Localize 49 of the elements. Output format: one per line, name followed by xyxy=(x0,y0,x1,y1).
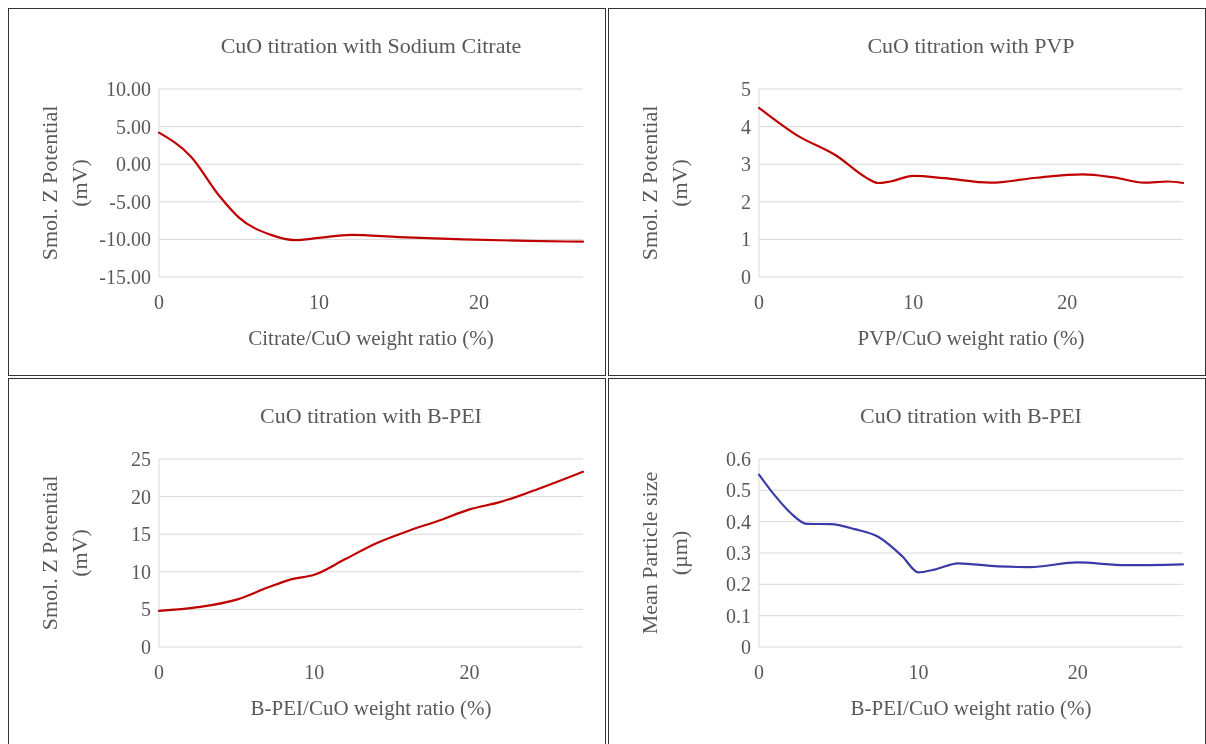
y-tick-label: 0.1 xyxy=(726,604,751,627)
chart-title: CuO titration with B-PEI xyxy=(860,403,1082,428)
y-tick-label: 0.2 xyxy=(726,573,751,596)
y-tick-label: -10.00 xyxy=(99,228,151,251)
y-tick-label: 0 xyxy=(741,266,751,288)
y-tick-label: 0.00 xyxy=(116,153,151,176)
y-axis-title: Smol. Z Potential (mV) xyxy=(37,475,92,631)
chart-title: CuO titration with Sodium Citrate xyxy=(220,33,522,58)
line-series xyxy=(757,473,1185,574)
y-tick-label: 5.00 xyxy=(116,115,151,138)
line-series xyxy=(157,470,585,612)
y-tick-label: 15 xyxy=(131,523,151,546)
x-tick-label: 20 xyxy=(459,661,480,683)
y-tick-label: 1 xyxy=(741,228,751,251)
x-tick-label: 10 xyxy=(304,661,325,683)
y-axis-title: Smol. Z Potential (mV) xyxy=(37,105,92,261)
y-tick-label: 5 xyxy=(141,598,151,621)
x-tick-label: 20 xyxy=(469,291,489,313)
y-tick-label: 10.00 xyxy=(106,78,151,100)
x-axis-title: B-PEI/CuO weight ratio (%) xyxy=(850,696,1092,720)
x-tick-label: 10 xyxy=(903,291,924,313)
x-tick-label: 10 xyxy=(309,291,329,313)
x-tick-label: 10 xyxy=(908,661,929,683)
y-tick-label: 0 xyxy=(141,636,151,658)
y-tick-label: 20 xyxy=(131,485,151,508)
y-tick-label: 0.6 xyxy=(726,448,751,470)
line-series xyxy=(757,106,1185,185)
y-tick-label: -15.00 xyxy=(99,266,151,288)
y-tick-label: 4 xyxy=(741,115,751,138)
y-tick-label: 10 xyxy=(131,560,151,583)
y-tick-label: 0.3 xyxy=(726,542,751,564)
y-tick-label: -5.00 xyxy=(109,190,151,213)
x-axis-title: PVP/CuO weight ratio (%) xyxy=(857,326,1085,350)
chart-title: CuO titration with B-PEI xyxy=(260,403,482,428)
chart-title: CuO titration with PVP xyxy=(867,33,1075,58)
y-tick-label: 0 xyxy=(741,636,751,658)
y-tick-label: 0.4 xyxy=(726,510,751,533)
y-tick-label: 0.5 xyxy=(726,479,751,502)
y-tick-label: 5 xyxy=(741,78,751,100)
y-tick-label: 25 xyxy=(131,448,151,470)
x-tick-label: 20 xyxy=(1057,291,1078,313)
line-series xyxy=(157,131,585,243)
y-tick-label: 2 xyxy=(741,190,751,213)
y-axis-title: Smol. Z Potential (mV) xyxy=(637,105,692,261)
y-tick-label: 3 xyxy=(741,153,751,176)
x-axis-title: Citrate/CuO weight ratio (%) xyxy=(248,326,494,350)
y-axis-title: Mean Particle size (µm) xyxy=(637,471,692,635)
x-axis-title: B-PEI/CuO weight ratio (%) xyxy=(250,696,492,720)
x-tick-label: 20 xyxy=(1067,661,1088,683)
